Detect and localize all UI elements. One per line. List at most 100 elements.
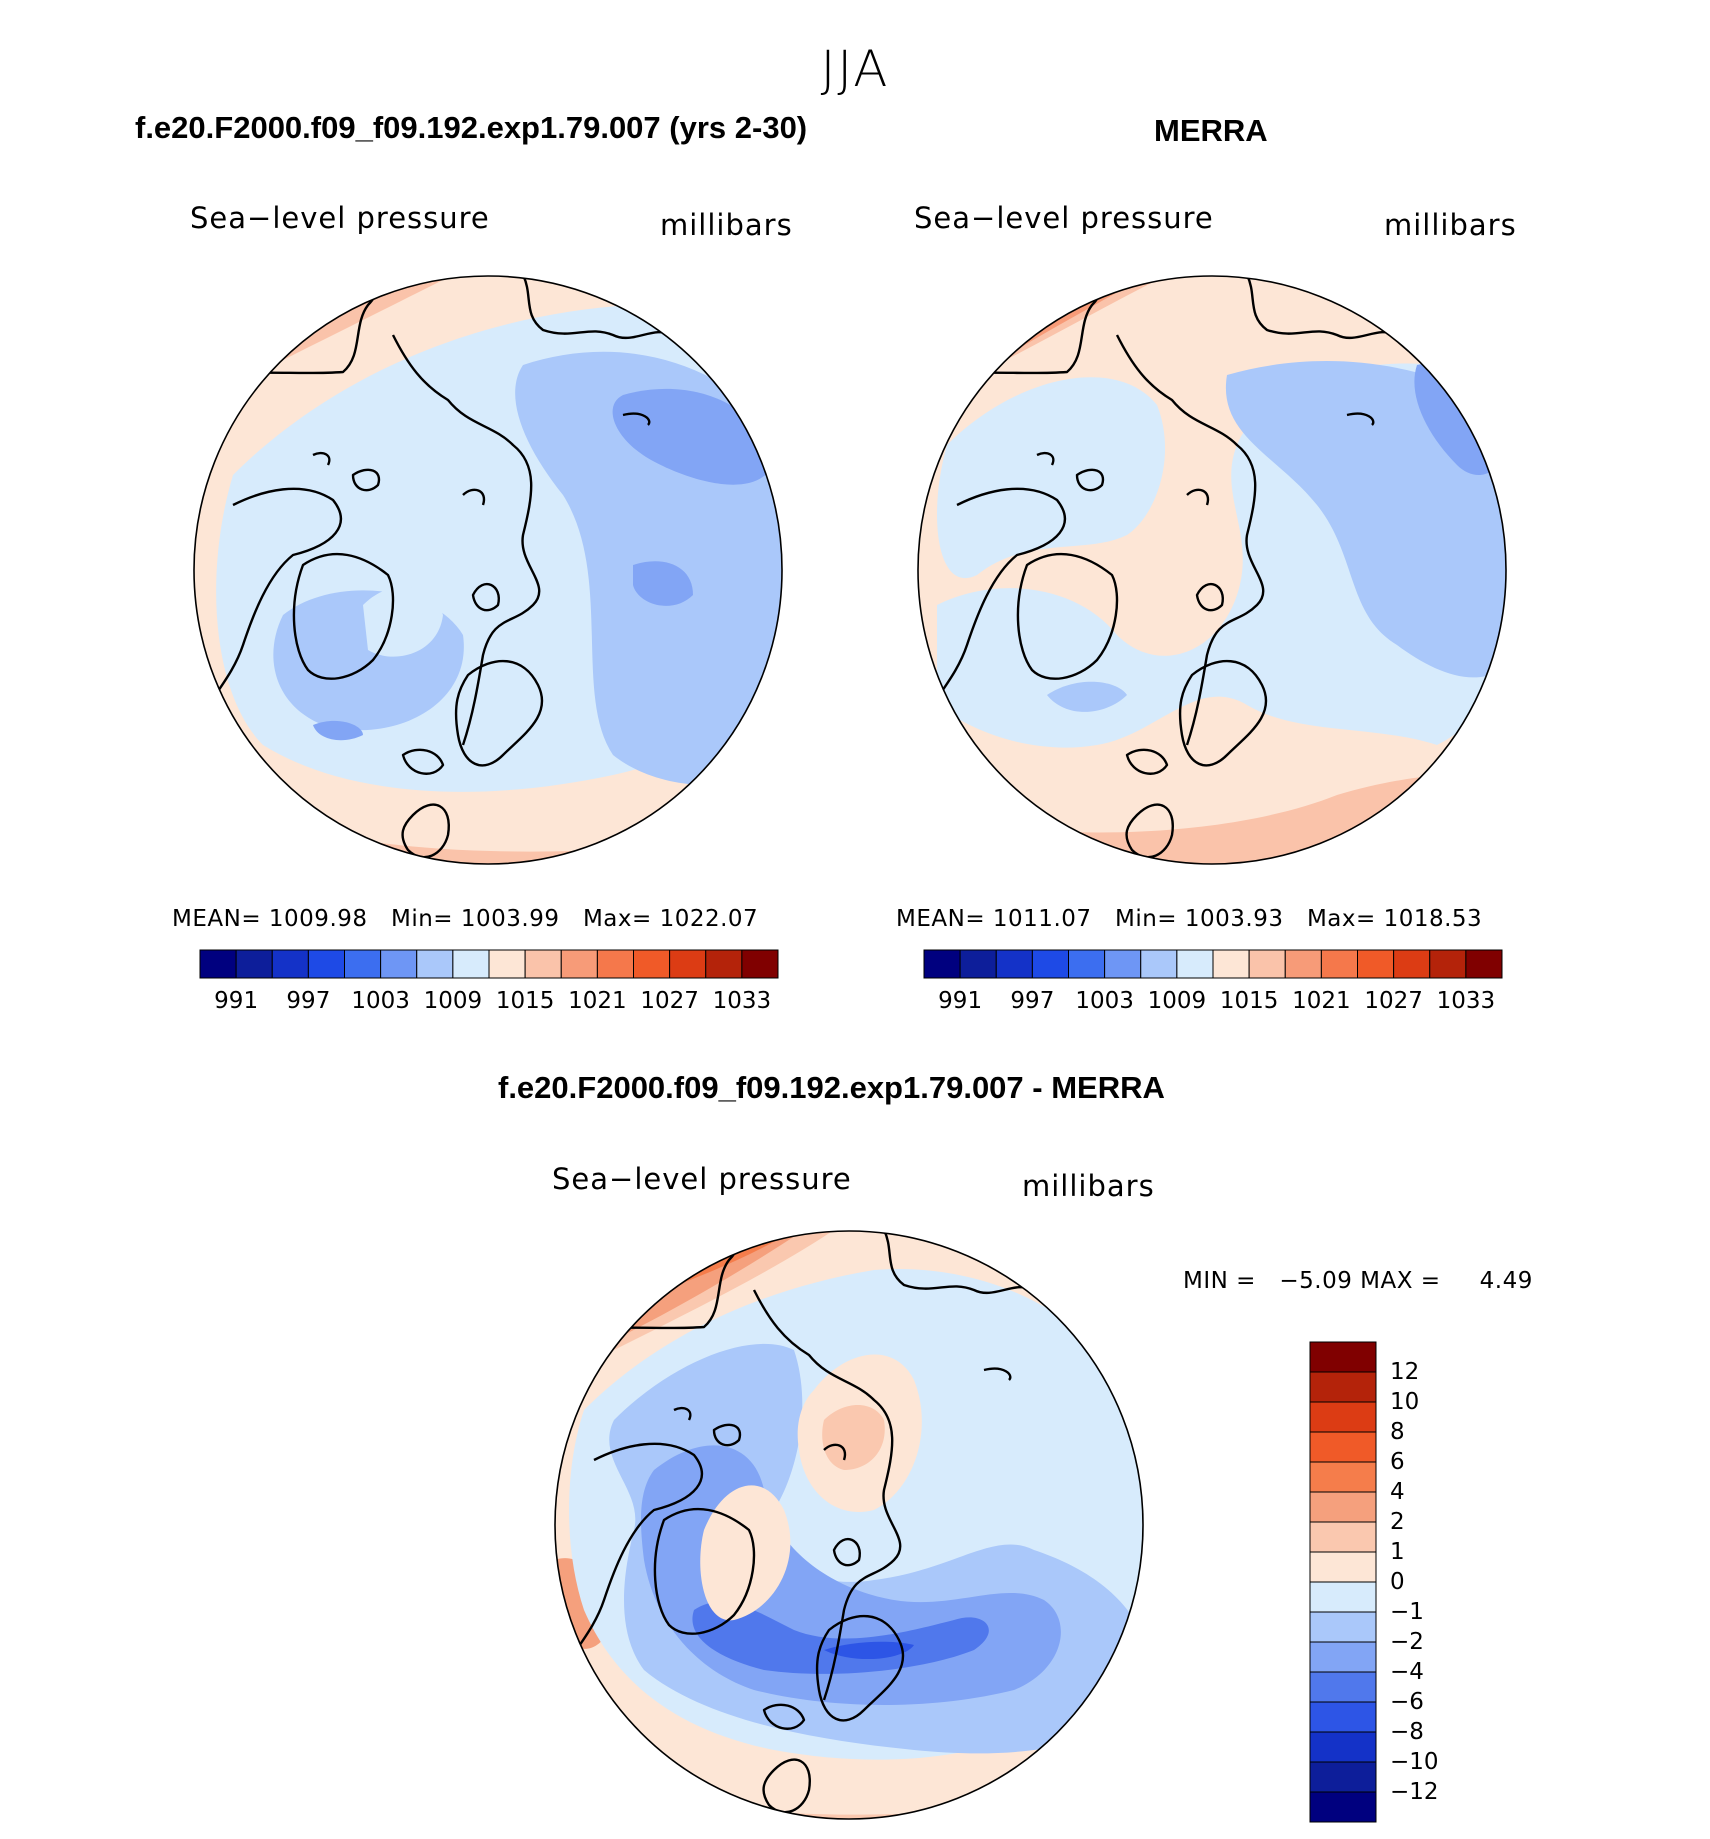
model-min-label: Min= (390, 906, 454, 932)
model-contour-1003-a (612, 388, 773, 485)
diff-panel-title: f.e20.F2000.f09_f09.192.exp1.79.007 - ME… (498, 1070, 1165, 1105)
merra-variable-label: Sea−level pressure (914, 201, 1214, 235)
merra-colorbar-swatch (1465, 949, 1503, 979)
diff-colorbar-tick-label: 8 (1390, 1419, 1405, 1445)
season-title: JJA (820, 40, 890, 98)
model-colorbar-swatch (271, 949, 309, 979)
merra-colorbar-swatch (959, 949, 997, 979)
model-colorbar-swatch (633, 949, 671, 979)
merra-colorbar-swatch (1284, 949, 1322, 979)
model-colorbar-swatch (741, 949, 779, 979)
merra-colorbar-swatch (995, 949, 1033, 979)
merra-max-value: 1018.53 (1383, 906, 1483, 932)
merra-min-value: 1003.93 (1184, 906, 1284, 932)
model-colorbar-swatch (452, 949, 490, 979)
model-colorbar-tick-label: 1009 (423, 988, 483, 1014)
model-colorbar-tick-label: 991 (214, 988, 259, 1014)
merra-colorbar-tick-label: 1027 (1364, 988, 1423, 1014)
model-polar-map (193, 275, 783, 865)
diff-colorbar-swatch (1309, 1341, 1377, 1373)
merra-min-label: Min= (1114, 906, 1178, 932)
diff-colorbar-tick-label: −8 (1390, 1719, 1424, 1745)
diff-colorbar-swatch (1309, 1551, 1377, 1583)
model-colorbar-swatch (596, 949, 634, 979)
merra-colorbar-swatch (1320, 949, 1358, 979)
diff-map-border (554, 1230, 1144, 1820)
model-colorbar-tick-label: 1003 (351, 988, 410, 1014)
merra-map-border (917, 275, 1507, 865)
merra-colorbar-tick-label: 1015 (1219, 988, 1279, 1014)
model-contour-greenland (363, 586, 443, 657)
merra-colorbar-tick-label: 1021 (1292, 988, 1351, 1014)
merra-colorbar-tick-label: 991 (938, 988, 983, 1014)
model-colorbar-tick-label: 1033 (712, 988, 772, 1014)
model-colorbar-swatch (488, 949, 526, 979)
diff-coastlines (562, 1231, 1095, 1814)
model-colorbar-tick-label: 1027 (640, 988, 699, 1014)
model-colorbar-swatch (199, 949, 237, 979)
diff-max-label: MAX = (1360, 1268, 1441, 1294)
model-colorbar (199, 949, 779, 979)
merra-colorbar-tick-label: 997 (1010, 988, 1055, 1014)
merra-colorbar-swatch (1357, 949, 1395, 979)
diff-colorbar-ticks: 12 10 8 6 4 2 1 0 −1 −2 −4 −6 −8 −10 −12 (1390, 1342, 1470, 1822)
model-map-border (193, 275, 783, 865)
diff-colorbar-swatch (1309, 1791, 1377, 1823)
model-mean-label: MEAN= (172, 906, 262, 932)
merra-colorbar-swatch (1104, 949, 1142, 979)
merra-colorbar-tick-label: 1003 (1075, 988, 1134, 1014)
model-colorbar-swatch (416, 949, 454, 979)
diff-min-label: MIN = (1183, 1268, 1256, 1294)
diff-colorbar-tick-label: −6 (1390, 1689, 1424, 1715)
model-variable-label: Sea−level pressure (190, 201, 490, 235)
model-colorbar-swatch (344, 949, 382, 979)
diff-colorbar-tick-label: −4 (1390, 1659, 1424, 1685)
diff-colorbar-tick-label: −2 (1390, 1629, 1424, 1655)
diff-colorbar-swatch (1309, 1491, 1377, 1523)
merra-colorbar-swatch (923, 949, 961, 979)
model-stats: MEAN= 1009.98 Min= 1003.99 Max= 1022.07 (172, 906, 758, 932)
diff-colorbar-tick-label: −12 (1390, 1779, 1439, 1805)
model-units-label: millibars (660, 208, 793, 242)
model-max-value: 1022.07 (659, 906, 759, 932)
merra-colorbar-ticks: 991 997 1003 1009 1015 1021 1027 1033 (924, 988, 1502, 1018)
model-colorbar-swatch (669, 949, 707, 979)
diff-colorbar-swatch (1309, 1761, 1377, 1793)
diff-contour-greenland-pos (700, 1485, 791, 1621)
diff-colorbar-swatch (1309, 1731, 1377, 1763)
model-mean-value: 1009.98 (268, 906, 368, 932)
merra-polar-map (917, 275, 1507, 865)
diff-contour-neg4 (692, 1601, 989, 1674)
diff-colorbar-tick-label: −10 (1390, 1749, 1439, 1775)
diff-colorbar-swatch (1309, 1371, 1377, 1403)
model-colorbar-tick-label: 1015 (495, 988, 555, 1014)
merra-max-label: Max= (1306, 906, 1376, 932)
model-contour-1003-c (313, 720, 363, 741)
model-colorbar-swatch (307, 949, 345, 979)
diff-polar-map (554, 1230, 1144, 1820)
diff-min-value: −5.09 (1279, 1268, 1353, 1294)
diff-colorbar-tick-label: 12 (1390, 1359, 1420, 1385)
model-panel-title: f.e20.F2000.f09_f09.192.exp1.79.007 (yrs… (135, 110, 808, 145)
merra-colorbar-swatch (1429, 949, 1467, 979)
merra-colorbar-tick-label: 1009 (1147, 988, 1207, 1014)
model-colorbar-swatch (235, 949, 273, 979)
merra-colorbar-swatch (1393, 949, 1431, 979)
diff-colorbar-swatch (1309, 1521, 1377, 1553)
merra-units-label: millibars (1384, 208, 1517, 242)
merra-colorbar-swatch (1212, 949, 1250, 979)
merra-colorbar-swatch (1176, 949, 1214, 979)
merra-colorbar-swatch (1068, 949, 1106, 979)
diff-contour-neg6 (824, 1641, 914, 1660)
diff-colorbar-swatch (1309, 1401, 1377, 1433)
diff-colorbar-swatch (1309, 1461, 1377, 1493)
diff-colorbar-swatch (1309, 1581, 1377, 1613)
diff-colorbar-tick-label: 1 (1390, 1539, 1405, 1565)
model-colorbar-swatch (380, 949, 418, 979)
diff-stats: MIN = −5.09 MAX = 4.49 (1183, 1268, 1533, 1294)
model-colorbar-ticks: 991 997 1003 1009 1015 1021 1027 1033 (200, 988, 778, 1018)
model-colorbar-tick-label: 1021 (568, 988, 627, 1014)
merra-mean-value: 1011.07 (992, 906, 1092, 932)
diff-colorbar-tick-label: 10 (1390, 1389, 1420, 1415)
merra-colorbar-swatch (1031, 949, 1069, 979)
